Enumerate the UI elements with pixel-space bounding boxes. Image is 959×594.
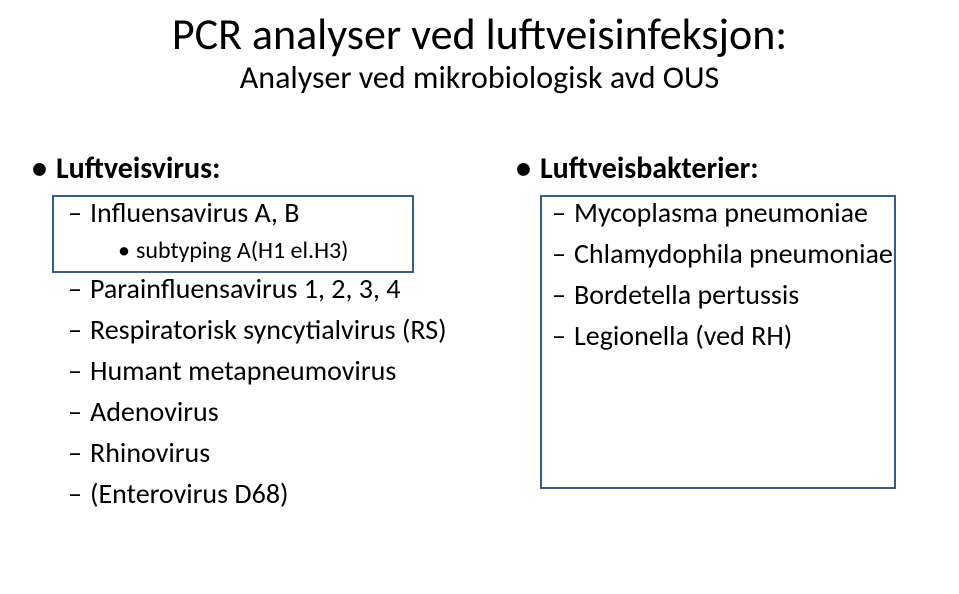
left-item-1: Parainfluensavirus 1, 2, 3, 4 xyxy=(26,271,466,306)
title-line2: Analyser ved mikrobiologisk avd OUS xyxy=(0,60,959,95)
left-item-0: Influensavirus A, B xyxy=(26,195,466,230)
right-column: Luftveisbakterier: Mycoplasma pneumoniae… xyxy=(510,150,920,359)
left-heading: Luftveisvirus: xyxy=(26,150,466,187)
right-item-2: Bordetella pertussis xyxy=(510,277,920,312)
left-item-2: Respiratorisk syncytialvirus (RS) xyxy=(26,312,466,347)
left-subitem: subtyping A(H1 el.H3) xyxy=(26,236,466,265)
right-item-0: Mycoplasma pneumoniae xyxy=(510,195,920,230)
title-block: PCR analyser ved luftveisinfeksjon: Anal… xyxy=(0,10,959,96)
title-line1: PCR analyser ved luftveisinfeksjon: xyxy=(0,10,959,58)
right-item-1: Chlamydophila pneumoniae xyxy=(510,236,920,271)
left-item-3: Humant metapneumovirus xyxy=(26,353,466,388)
slide: PCR analyser ved luftveisinfeksjon: Anal… xyxy=(0,0,959,594)
left-item-6: (Enterovirus D68) xyxy=(26,476,466,511)
left-column: Luftveisvirus: Influensavirus A, B subty… xyxy=(26,150,466,517)
right-item-3: Legionella (ved RH) xyxy=(510,318,920,353)
left-item-5: Rhinovirus xyxy=(26,435,466,470)
right-heading: Luftveisbakterier: xyxy=(510,150,920,187)
left-item-4: Adenovirus xyxy=(26,394,466,429)
